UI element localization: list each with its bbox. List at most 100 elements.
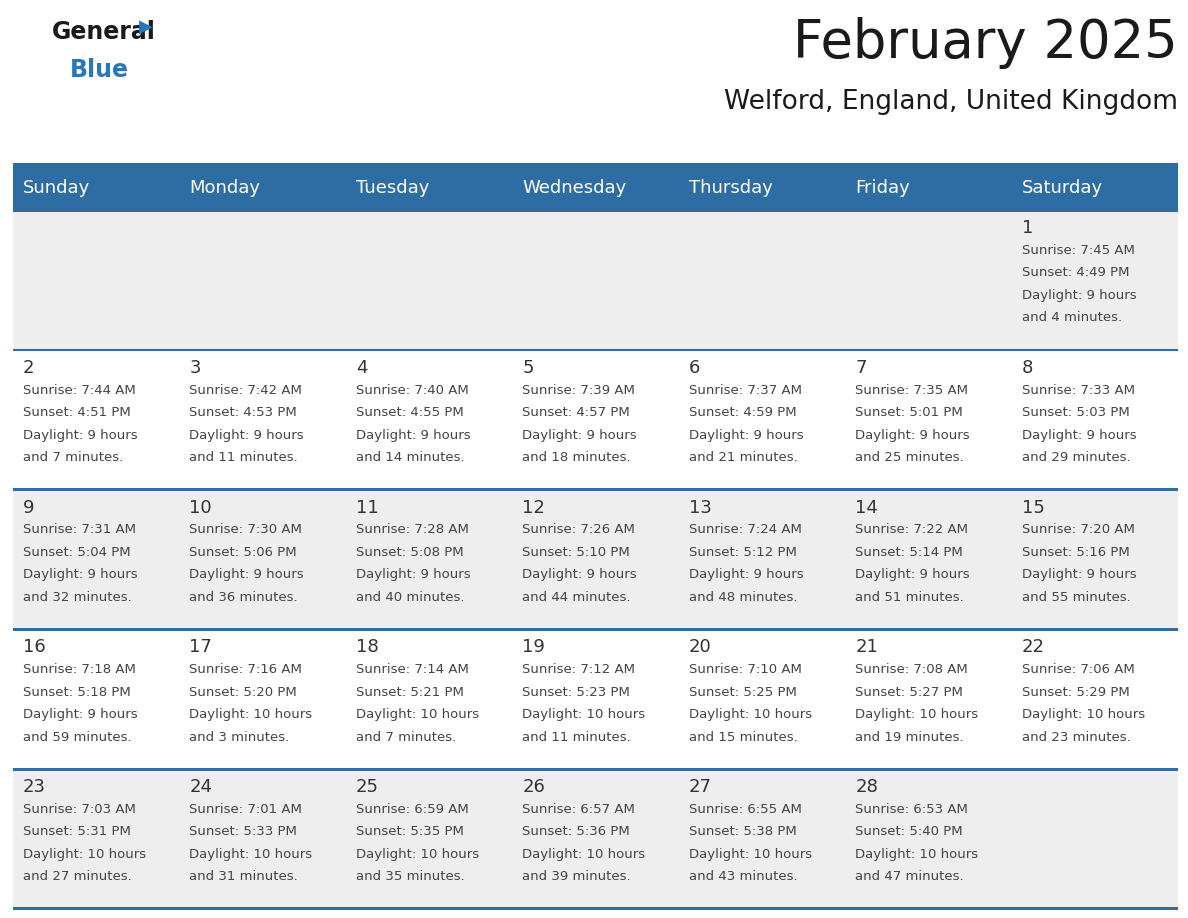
Text: Thursday: Thursday xyxy=(689,179,772,197)
Text: Daylight: 10 hours: Daylight: 10 hours xyxy=(689,708,811,722)
Text: 14: 14 xyxy=(855,498,878,517)
Text: Sunrise: 7:20 AM: Sunrise: 7:20 AM xyxy=(1022,523,1135,536)
Text: Sunset: 5:25 PM: Sunset: 5:25 PM xyxy=(689,686,797,699)
Text: 2: 2 xyxy=(23,359,34,376)
Text: Sunrise: 7:31 AM: Sunrise: 7:31 AM xyxy=(23,523,135,536)
Text: and 36 minutes.: and 36 minutes. xyxy=(189,591,298,604)
Text: Sunrise: 7:33 AM: Sunrise: 7:33 AM xyxy=(1022,384,1135,397)
Text: and 35 minutes.: and 35 minutes. xyxy=(356,870,465,883)
Text: Sunset: 4:57 PM: Sunset: 4:57 PM xyxy=(523,406,630,419)
Text: Daylight: 9 hours: Daylight: 9 hours xyxy=(356,429,470,442)
Text: Sunrise: 7:16 AM: Sunrise: 7:16 AM xyxy=(189,663,302,677)
Text: Sunrise: 7:26 AM: Sunrise: 7:26 AM xyxy=(523,523,636,536)
Text: and 19 minutes.: and 19 minutes. xyxy=(855,731,963,744)
Bar xyxy=(13,208,1178,211)
Text: Daylight: 9 hours: Daylight: 9 hours xyxy=(23,429,138,442)
Text: Sunset: 5:18 PM: Sunset: 5:18 PM xyxy=(23,686,131,699)
Text: Daylight: 10 hours: Daylight: 10 hours xyxy=(356,848,479,861)
Text: 8: 8 xyxy=(1022,359,1032,376)
Text: Sunset: 5:16 PM: Sunset: 5:16 PM xyxy=(1022,546,1130,559)
Text: Sunset: 4:59 PM: Sunset: 4:59 PM xyxy=(689,406,796,419)
Bar xyxy=(13,767,1178,771)
Text: Sunset: 5:35 PM: Sunset: 5:35 PM xyxy=(356,825,463,838)
Text: ▶: ▶ xyxy=(139,18,153,36)
Text: Sunset: 5:20 PM: Sunset: 5:20 PM xyxy=(189,686,297,699)
Bar xyxy=(13,163,1178,167)
Text: and 51 minutes.: and 51 minutes. xyxy=(855,591,963,604)
Text: Daylight: 10 hours: Daylight: 10 hours xyxy=(356,708,479,722)
Text: 19: 19 xyxy=(523,638,545,656)
Text: Sunrise: 6:59 AM: Sunrise: 6:59 AM xyxy=(356,803,468,816)
Text: Daylight: 9 hours: Daylight: 9 hours xyxy=(689,568,803,581)
Text: 23: 23 xyxy=(23,778,46,796)
Text: and 15 minutes.: and 15 minutes. xyxy=(689,731,797,744)
Text: Daylight: 10 hours: Daylight: 10 hours xyxy=(855,848,978,861)
Text: Sunrise: 7:37 AM: Sunrise: 7:37 AM xyxy=(689,384,802,397)
Text: Daylight: 9 hours: Daylight: 9 hours xyxy=(855,429,969,442)
Text: Sunrise: 7:14 AM: Sunrise: 7:14 AM xyxy=(356,663,469,677)
Text: Daylight: 9 hours: Daylight: 9 hours xyxy=(855,568,969,581)
Text: 12: 12 xyxy=(523,498,545,517)
Bar xyxy=(13,167,1178,209)
Text: February 2025: February 2025 xyxy=(794,17,1178,69)
Text: 5: 5 xyxy=(523,359,533,376)
Text: 25: 25 xyxy=(356,778,379,796)
Text: Sunset: 5:08 PM: Sunset: 5:08 PM xyxy=(356,546,463,559)
Bar xyxy=(13,629,1178,768)
Text: 18: 18 xyxy=(356,638,379,656)
Text: Sunrise: 7:08 AM: Sunrise: 7:08 AM xyxy=(855,663,968,677)
Text: 21: 21 xyxy=(855,638,878,656)
Text: 22: 22 xyxy=(1022,638,1044,656)
Text: Sunset: 5:27 PM: Sunset: 5:27 PM xyxy=(855,686,963,699)
Text: Sunrise: 7:30 AM: Sunrise: 7:30 AM xyxy=(189,523,302,536)
Text: and 40 minutes.: and 40 minutes. xyxy=(356,591,465,604)
Bar xyxy=(13,209,1178,349)
Text: and 31 minutes.: and 31 minutes. xyxy=(189,870,298,883)
Text: and 11 minutes.: and 11 minutes. xyxy=(523,731,631,744)
Text: 10: 10 xyxy=(189,498,211,517)
Text: Daylight: 9 hours: Daylight: 9 hours xyxy=(189,429,304,442)
Text: 7: 7 xyxy=(855,359,866,376)
Text: Wednesday: Wednesday xyxy=(523,179,626,197)
Text: Daylight: 9 hours: Daylight: 9 hours xyxy=(1022,568,1136,581)
Text: 27: 27 xyxy=(689,778,712,796)
Text: Sunset: 5:23 PM: Sunset: 5:23 PM xyxy=(523,686,630,699)
Text: 11: 11 xyxy=(356,498,379,517)
Text: Sunset: 5:10 PM: Sunset: 5:10 PM xyxy=(523,546,630,559)
Text: Sunrise: 7:40 AM: Sunrise: 7:40 AM xyxy=(356,384,468,397)
Text: and 48 minutes.: and 48 minutes. xyxy=(689,591,797,604)
Text: 20: 20 xyxy=(689,638,712,656)
Text: Daylight: 10 hours: Daylight: 10 hours xyxy=(523,708,645,722)
Text: General: General xyxy=(52,20,156,44)
Text: Sunrise: 6:53 AM: Sunrise: 6:53 AM xyxy=(855,803,968,816)
Text: and 23 minutes.: and 23 minutes. xyxy=(1022,731,1130,744)
Text: Friday: Friday xyxy=(855,179,910,197)
Text: and 7 minutes.: and 7 minutes. xyxy=(356,731,456,744)
Text: Sunrise: 7:22 AM: Sunrise: 7:22 AM xyxy=(855,523,968,536)
Bar xyxy=(13,907,1178,910)
Text: Sunset: 5:01 PM: Sunset: 5:01 PM xyxy=(855,406,963,419)
Bar xyxy=(13,488,1178,491)
Text: Daylight: 10 hours: Daylight: 10 hours xyxy=(523,848,645,861)
Text: 15: 15 xyxy=(1022,498,1044,517)
Text: Monday: Monday xyxy=(189,179,260,197)
Text: Sunrise: 7:10 AM: Sunrise: 7:10 AM xyxy=(689,663,802,677)
Text: Sunrise: 7:01 AM: Sunrise: 7:01 AM xyxy=(189,803,302,816)
Text: and 4 minutes.: and 4 minutes. xyxy=(1022,311,1121,324)
Text: Daylight: 9 hours: Daylight: 9 hours xyxy=(356,568,470,581)
Text: Daylight: 9 hours: Daylight: 9 hours xyxy=(189,568,304,581)
Text: and 25 minutes.: and 25 minutes. xyxy=(855,451,963,465)
Text: Daylight: 10 hours: Daylight: 10 hours xyxy=(855,708,978,722)
Text: Sunset: 5:12 PM: Sunset: 5:12 PM xyxy=(689,546,797,559)
Text: Daylight: 10 hours: Daylight: 10 hours xyxy=(23,848,146,861)
Text: Sunset: 5:29 PM: Sunset: 5:29 PM xyxy=(1022,686,1130,699)
Text: 26: 26 xyxy=(523,778,545,796)
Text: Daylight: 9 hours: Daylight: 9 hours xyxy=(23,708,138,722)
Bar xyxy=(13,488,1178,629)
Text: 13: 13 xyxy=(689,498,712,517)
Text: 6: 6 xyxy=(689,359,700,376)
Text: Sunrise: 7:42 AM: Sunrise: 7:42 AM xyxy=(189,384,302,397)
Text: Sunrise: 7:18 AM: Sunrise: 7:18 AM xyxy=(23,663,135,677)
Text: and 3 minutes.: and 3 minutes. xyxy=(189,731,290,744)
Text: Tuesday: Tuesday xyxy=(356,179,429,197)
